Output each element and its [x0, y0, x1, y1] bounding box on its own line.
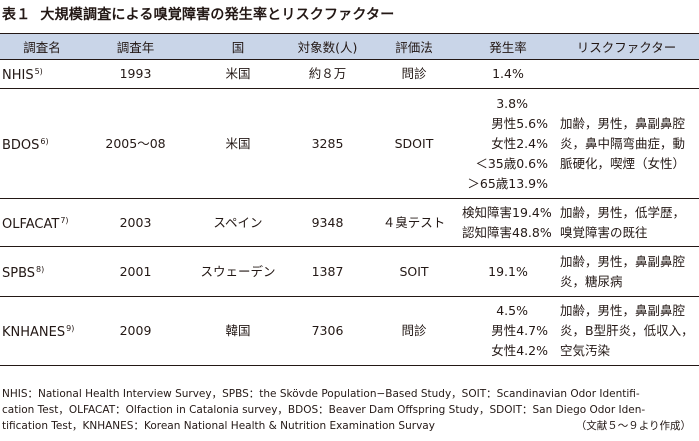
rate-line: 1.4% [492, 66, 524, 81]
risk-line: 炎，糖尿病 [560, 273, 623, 289]
year-cell: 1993 [84, 59, 187, 89]
risk-cell: 加齢，男性，鼻副鼻腔 炎，B型肝炎，低収入， 空気汚染 [554, 296, 699, 366]
survey-name-cell: SPBS8) [0, 246, 84, 297]
risk-cell [554, 59, 699, 89]
risk-cell: 加齢，男性，鼻副鼻腔 炎，糖尿病 [554, 246, 699, 297]
method-cell: ４臭テスト [366, 198, 462, 247]
country-cell: スウェーデン [187, 246, 289, 297]
rate-line: 検知障害19.4% [462, 204, 552, 220]
risk-cell: 加齢，男性，鼻副鼻腔 炎，鼻中隔弯曲症，動 脈硬化，喫煙（女性） [554, 88, 699, 199]
rate-line: 3.8% [496, 95, 528, 111]
risk-line: 加齢，男性，鼻副鼻腔 [560, 115, 686, 131]
risk-line: 加齢，男性，鼻副鼻腔 [560, 253, 686, 269]
survey-name-cell: KNHANES9) [0, 296, 84, 366]
table-number: 表１ [2, 7, 31, 23]
subjects-cell: 1387 [289, 246, 366, 297]
country-cell: 米国 [187, 59, 289, 89]
rate-cell: 3.8% 男性5.6% 女性2.4% ＜35歳0.6% ＞65歳13.9% [462, 88, 554, 199]
rate-line: 4.5% [496, 303, 528, 318]
risk-cell: 加齢，男性，低学歴， 嗅覚障害の既往 [554, 198, 699, 247]
reference-number: 8) [36, 264, 45, 274]
subjects-cell: 9348 [289, 198, 366, 247]
header-survey-name: 調査名 [0, 33, 84, 60]
risk-line: 加齢，男性，低学歴， [560, 204, 686, 220]
table-row: SPBS8) 2001 スウェーデン 1387 SOIT 19.1% 加齢，男性… [0, 246, 699, 297]
reference-number: 5) [34, 67, 43, 76]
table-row: OLFACAT7) 2003 スペイン 9348 ４臭テスト 検知障害19.4%… [0, 198, 699, 247]
rate-line: 男性5.6% [491, 115, 548, 131]
header-risk-factors: リスクファクター [554, 33, 699, 60]
header-method: 評価法 [366, 33, 462, 60]
risk-line: 炎，B型肝炎，低収入， [560, 323, 694, 338]
year-cell: 2003 [84, 198, 187, 247]
survey-name-cell: NHIS5) [0, 59, 84, 89]
survey-name: SPBS [2, 265, 36, 281]
subjects-cell: 約８万 [289, 59, 366, 89]
survey-name: NHIS [2, 68, 34, 83]
method-cell: 問診 [366, 59, 462, 89]
source-citation: （文献５～９より作成） [575, 420, 691, 432]
reference-number: 6) [40, 136, 49, 146]
risk-line: 炎，鼻中隔弯曲症，動 [560, 135, 686, 151]
risk-line: 加齢，男性，鼻副鼻腔 [560, 303, 686, 318]
table-row: NHIS5) 1993 米国 約８万 問診 1.4% [0, 59, 699, 89]
rate-cell: 検知障害19.4% 認知障害48.8% [462, 198, 554, 247]
reference-number: 9) [66, 324, 75, 333]
note-line: tification Test，KNHANES：Korean National … [2, 420, 435, 432]
note-line: cation Test，OLFACAT：Olfaction in Catalon… [2, 404, 646, 416]
country-cell: 韓国 [187, 296, 289, 366]
survey-name: BDOS [2, 137, 40, 153]
survey-table: 調査名 調査年 国 対象数(人) 評価法 発生率 リスクファクター NHIS5)… [0, 33, 699, 366]
country-cell: スペイン [187, 198, 289, 247]
risk-line: 空気汚染 [560, 343, 611, 358]
table-title: 表１ 大規模調査による嗅覚障害の発生率とリスクファクター [2, 4, 394, 24]
rate-line: 男性4.7% [491, 323, 548, 338]
subjects-cell: 3285 [289, 88, 366, 199]
abbreviation-notes: NHIS：National Health Interview Survey，SP… [2, 386, 699, 434]
table-row: BDOS6) 2005～08 米国 3285 SDOIT 3.8% 男性5.6%… [0, 88, 699, 199]
survey-name: OLFACAT [2, 216, 60, 232]
rate-line: 19.1% [488, 263, 528, 279]
rate-line: ＞65歳13.9% [467, 175, 548, 191]
risk-line: 嗅覚障害の既往 [560, 224, 648, 240]
survey-table-container: 調査名 調査年 国 対象数(人) 評価法 発生率 リスクファクター NHIS5)… [0, 33, 699, 366]
reference-number: 7) [60, 215, 69, 225]
year-cell: 2001 [84, 246, 187, 297]
rate-line: 女性4.2% [491, 343, 548, 358]
method-cell: SOIT [366, 246, 462, 297]
rate-cell: 4.5% 男性4.7% 女性4.2% [462, 296, 554, 366]
rate-line: ＜35歳0.6% [475, 155, 548, 171]
header-rate: 発生率 [462, 33, 554, 60]
survey-name-cell: BDOS6) [0, 88, 84, 199]
country-cell: 米国 [187, 88, 289, 199]
risk-line: 脈硬化，喫煙（女性） [560, 155, 686, 171]
year-cell: 2005～08 [84, 88, 187, 199]
header-country: 国 [187, 33, 289, 60]
rate-cell: 1.4% [462, 59, 554, 89]
subjects-cell: 7306 [289, 296, 366, 366]
survey-name: KNHANES [2, 325, 66, 340]
table-caption: 大規模調査による嗅覚障害の発生率とリスクファクター [40, 7, 395, 23]
note-line: NHIS：National Health Interview Survey，SP… [2, 388, 640, 400]
header-row: 調査名 調査年 国 対象数(人) 評価法 発生率 リスクファクター [0, 33, 699, 60]
header-subjects: 対象数(人) [289, 33, 366, 60]
method-cell: SDOIT [366, 88, 462, 199]
year-cell: 2009 [84, 296, 187, 366]
header-survey-year: 調査年 [84, 33, 187, 60]
table-row: KNHANES9) 2009 韓国 7306 問診 4.5% 男性4.7% 女性… [0, 296, 699, 366]
method-cell: 問診 [366, 296, 462, 366]
rate-line: 女性2.4% [491, 135, 548, 151]
survey-name-cell: OLFACAT7) [0, 198, 84, 247]
rate-cell: 19.1% [462, 246, 554, 297]
rate-line: 認知障害48.8% [462, 224, 552, 240]
